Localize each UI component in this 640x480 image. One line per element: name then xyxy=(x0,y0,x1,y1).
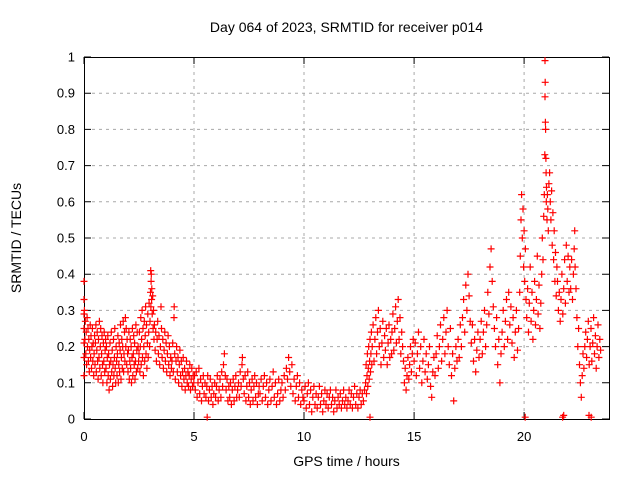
grid-lines xyxy=(92,65,601,411)
plot-frame xyxy=(84,57,610,420)
y-tick-label: 0.5 xyxy=(57,231,75,246)
y-tick-label: 0 xyxy=(68,412,75,427)
y-tick-label: 0.3 xyxy=(57,303,75,318)
data-point-markers xyxy=(80,57,605,421)
y-tick-label: 0.2 xyxy=(57,339,75,354)
x-tick-label: 0 xyxy=(80,429,87,444)
y-tick-label: 0.7 xyxy=(57,158,75,173)
y-tick-label: 0.6 xyxy=(57,194,75,209)
y-tick-label: 0.8 xyxy=(57,122,75,137)
y-tick-label: 0.1 xyxy=(57,375,75,390)
x-axis-label: GPS time / hours xyxy=(293,453,400,469)
x-tick-label: 15 xyxy=(407,429,421,444)
y-tick-label: 1 xyxy=(68,50,75,65)
y-tick-label: 0.9 xyxy=(57,86,75,101)
y-tick-label: 0.4 xyxy=(57,267,75,282)
x-tick-label: 10 xyxy=(297,429,311,444)
x-tick-label: 20 xyxy=(517,429,531,444)
x-tick-label: 5 xyxy=(190,429,197,444)
chart-title: Day 064 of 2023, SRMTID for receiver p01… xyxy=(209,19,484,35)
